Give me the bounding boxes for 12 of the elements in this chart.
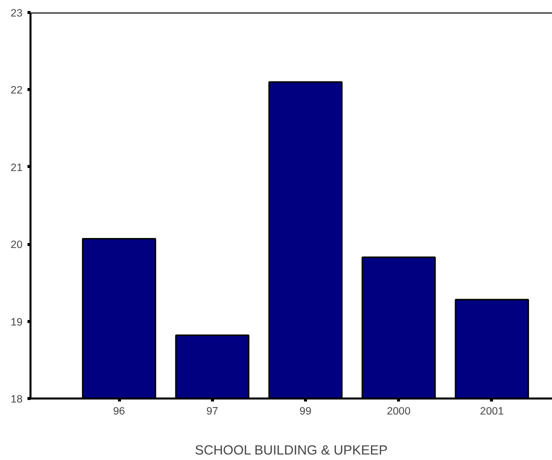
y-tick-label: 22 [10,84,23,97]
y-tick-label: 21 [10,162,23,174]
y-tick-label: 20 [10,239,23,252]
x-tick-label: 97 [206,406,218,418]
x-tick-label: 99 [300,406,312,418]
y-tick-label: 19 [10,316,23,328]
y-tick-label: 18 [10,394,23,406]
y-tick-label: 23 [10,8,23,20]
x-tick-label: 2001 [480,406,504,418]
x-axis-title: SCHOOL BUILDING & UPKEEP [194,442,388,458]
x-tick-label: 96 [113,406,126,418]
x-tick-label: 2000 [386,406,411,418]
